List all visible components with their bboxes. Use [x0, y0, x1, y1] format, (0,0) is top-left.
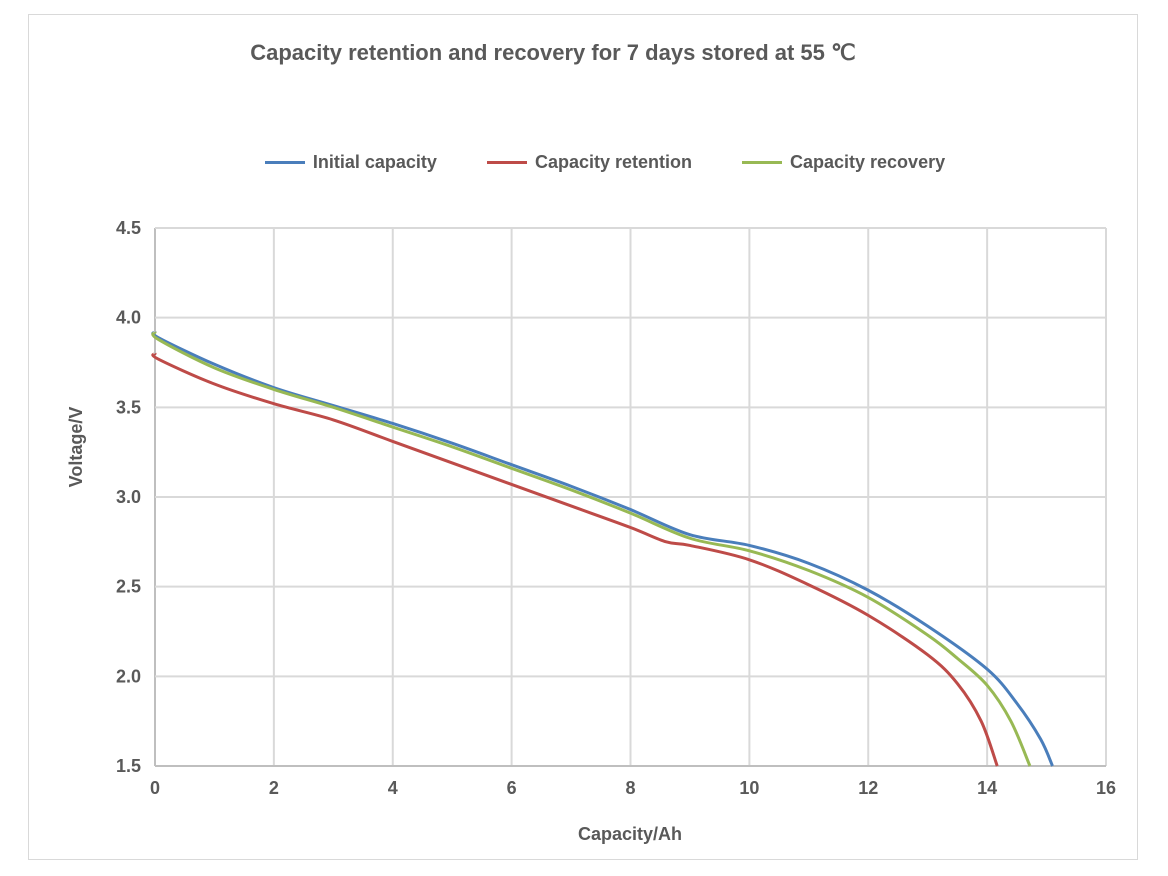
y-tick-label: 2.0 [116, 666, 141, 686]
legend-swatch [742, 161, 782, 164]
x-tick-label: 0 [150, 778, 160, 798]
series-line-initial-capacity [151, 330, 1054, 767]
y-tick-label: 1.5 [116, 756, 141, 776]
x-tick-label: 4 [388, 778, 398, 798]
x-axis-label: Capacity/Ah [578, 824, 682, 844]
y-axis-label: Voltage/V [66, 407, 86, 488]
x-tick-label: 10 [739, 778, 759, 798]
x-tick-label: 8 [625, 778, 635, 798]
legend-item-recovery: Capacity recovery [742, 152, 945, 173]
legend: Initial capacity Capacity retention Capa… [0, 152, 1168, 173]
x-tick-label: 2 [269, 778, 279, 798]
y-tick-label: 3.0 [116, 487, 141, 507]
chart-frame [28, 14, 1138, 860]
x-tick-label: 6 [507, 778, 517, 798]
x-tick-label: 14 [977, 778, 997, 798]
legend-item-initial: Initial capacity [264, 152, 437, 173]
chart-title: Capacity retention and recovery for 7 da… [250, 40, 856, 65]
legend-label: Capacity recovery [790, 152, 946, 172]
y-tick-label: 4.5 [116, 218, 141, 238]
y-tick-label: 4.0 [116, 308, 141, 328]
legend-label: Initial capacity [312, 152, 437, 172]
legend-swatch [264, 161, 305, 164]
legend-item-retention: Capacity retention [486, 152, 692, 173]
series-line-capacity-recovery [151, 330, 1032, 767]
y-tick-label: 2.5 [116, 577, 141, 597]
x-tick-label: 12 [858, 778, 878, 798]
x-tick-label: 16 [1096, 778, 1116, 798]
y-tick-label: 3.5 [116, 397, 141, 417]
legend-label: Capacity retention [534, 152, 692, 172]
series-line-capacity-retention [151, 352, 999, 767]
legend-swatch [486, 161, 527, 164]
